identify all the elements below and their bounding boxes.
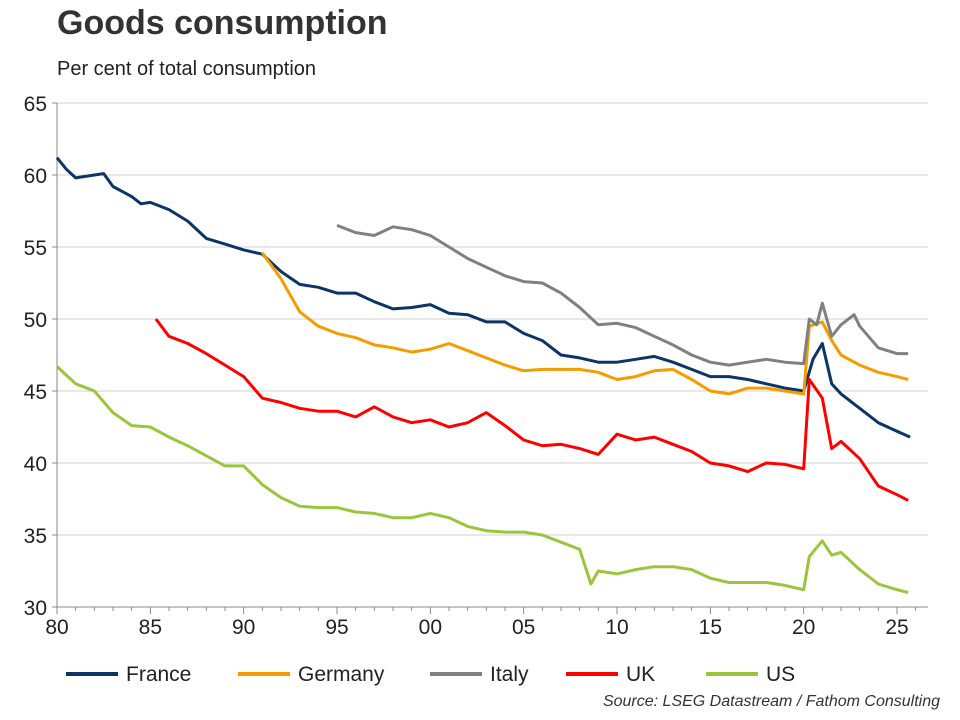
legend-label-uk: UK [626,663,655,686]
x-tick-label: 80 [45,616,68,639]
series-line-france [55,156,911,439]
y-tick-label: 65 [24,93,47,116]
series-line-italy [336,224,909,367]
x-tick-label: 00 [419,616,442,639]
y-tick-label: 60 [24,165,47,188]
x-tick-label: 10 [605,616,628,639]
x-tick-label: 85 [139,616,162,639]
series-line-us [55,365,909,595]
y-tick-label: 55 [24,237,47,260]
x-tick-label: 20 [792,616,815,639]
x-tick-label: 90 [232,616,255,639]
x-tick-label: 25 [885,616,908,639]
chart-title: Goods consumption [57,4,388,42]
y-tick-label: 50 [24,309,47,332]
legend-label-us: US [766,663,795,686]
y-tick-label: 30 [24,597,47,620]
x-tick-label: 95 [325,616,348,639]
y-tick-label: 35 [24,525,47,548]
legend-label-france: France [126,663,191,686]
chart-subtitle: Per cent of total consumption [57,58,317,80]
x-tick-label: 05 [512,616,535,639]
y-tick-label: 40 [24,453,47,476]
y-tick-label: 45 [24,381,47,404]
source-note: Source: LSEG Datastream / Fathom Consult… [602,693,940,710]
legend-label-italy: Italy [490,663,529,686]
series-line-uk [154,318,909,502]
legend-label-germany: Germany [298,663,385,686]
x-tick-label: 15 [699,616,722,639]
series-line-germany [261,251,909,396]
